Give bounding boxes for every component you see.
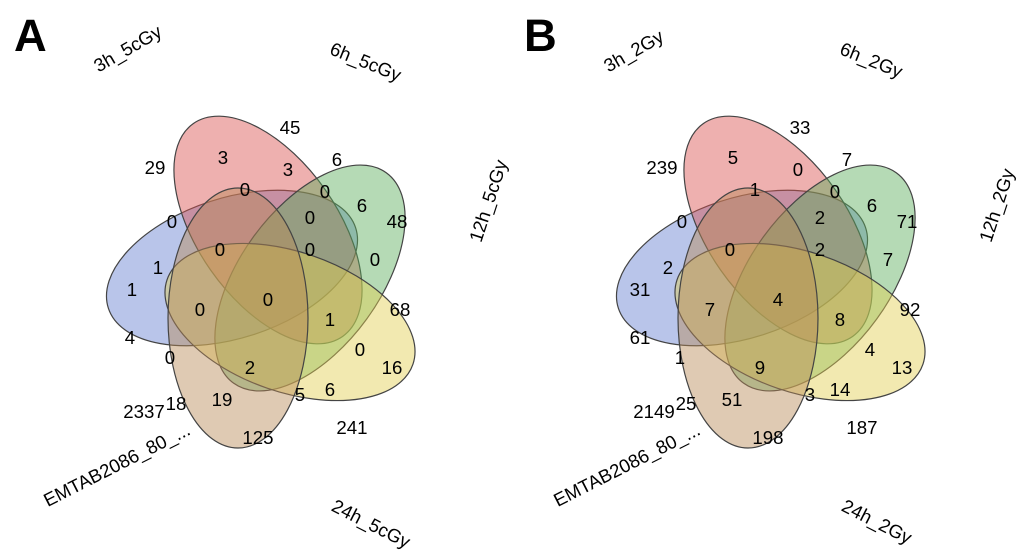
region-value-25: 0 — [215, 239, 225, 261]
region-value-10: 0 — [793, 159, 803, 181]
venn-ellipse-semtab — [168, 188, 308, 448]
region-value-7: 68 — [390, 299, 411, 321]
region-value-9: 1 — [127, 279, 137, 301]
region-value-4: 2337 — [123, 401, 165, 423]
region-value-15: 0 — [240, 179, 250, 201]
region-value-21: 0 — [305, 207, 315, 229]
region-value-5: 5 — [728, 147, 738, 169]
region-value-9: 31 — [630, 279, 651, 301]
region-value-27: 8 — [835, 309, 845, 331]
region-value-12: 6 — [867, 195, 877, 217]
region-value-24: 1 — [153, 257, 163, 279]
region-value-1: 45 — [280, 117, 301, 139]
region-value-12: 6 — [357, 195, 367, 217]
region-value-28: 2 — [245, 357, 255, 379]
region-value-15: 1 — [750, 179, 760, 201]
region-value-25: 0 — [725, 239, 735, 261]
region-value-8: 125 — [242, 427, 273, 449]
region-value-28: 9 — [755, 357, 765, 379]
region-value-5: 3 — [218, 147, 228, 169]
region-value-23: 19 — [212, 389, 233, 411]
region-value-10: 3 — [283, 159, 293, 181]
region-value-0: 29 — [145, 157, 166, 179]
region-value-11: 61 — [630, 327, 651, 349]
region-value-3: 187 — [846, 417, 877, 439]
region-value-13: 16 — [382, 357, 403, 379]
region-value-11: 4 — [125, 327, 135, 349]
region-value-18: 6 — [325, 379, 335, 401]
region-value-23: 51 — [722, 389, 743, 411]
region-value-21: 2 — [815, 207, 825, 229]
region-value-20: 0 — [167, 211, 177, 233]
region-value-19: 0 — [165, 347, 175, 369]
region-value-29: 7 — [705, 299, 715, 321]
region-value-30: 3 — [805, 384, 815, 406]
region-value-18: 14 — [830, 379, 851, 401]
region-value-31: 4 — [773, 289, 783, 311]
region-value-16: 0 — [320, 181, 330, 203]
region-value-26: 2 — [815, 239, 825, 261]
region-value-14: 18 — [166, 393, 187, 415]
region-value-8: 198 — [752, 427, 783, 449]
region-value-17: 7 — [883, 249, 893, 271]
region-value-24: 2 — [663, 257, 673, 279]
region-value-19: 1 — [675, 347, 685, 369]
region-value-2: 71 — [897, 211, 918, 233]
region-value-22: 4 — [865, 339, 875, 361]
region-value-17: 0 — [370, 249, 380, 271]
venn-ellipse-semtab — [678, 188, 818, 448]
region-value-1: 33 — [790, 117, 811, 139]
region-value-20: 0 — [677, 211, 687, 233]
region-value-16: 0 — [830, 181, 840, 203]
region-value-0: 239 — [646, 157, 677, 179]
region-value-31: 0 — [263, 289, 273, 311]
panel-b: B 3h_2Gy6h_2Gy12h_2Gy24h_2GyEMTAB2086_80… — [510, 0, 1020, 527]
region-value-14: 25 — [676, 393, 697, 415]
region-value-6: 6 — [332, 149, 342, 171]
region-value-3: 241 — [336, 417, 367, 439]
region-value-4: 2149 — [633, 401, 675, 423]
region-value-7: 92 — [900, 299, 921, 321]
region-value-30: 5 — [295, 384, 305, 406]
region-value-13: 13 — [892, 357, 913, 379]
region-value-29: 0 — [195, 299, 205, 321]
region-value-2: 48 — [387, 211, 408, 233]
region-value-6: 7 — [842, 149, 852, 171]
panel-a: A 3h_5cGy6h_5cGy12h_5cGy24h_5cGyEMTAB208… — [0, 0, 510, 527]
region-value-27: 1 — [325, 309, 335, 331]
figure: { "figure": { "width_px": 1020, "height_… — [0, 0, 1020, 527]
region-value-22: 0 — [355, 339, 365, 361]
region-value-26: 0 — [305, 239, 315, 261]
